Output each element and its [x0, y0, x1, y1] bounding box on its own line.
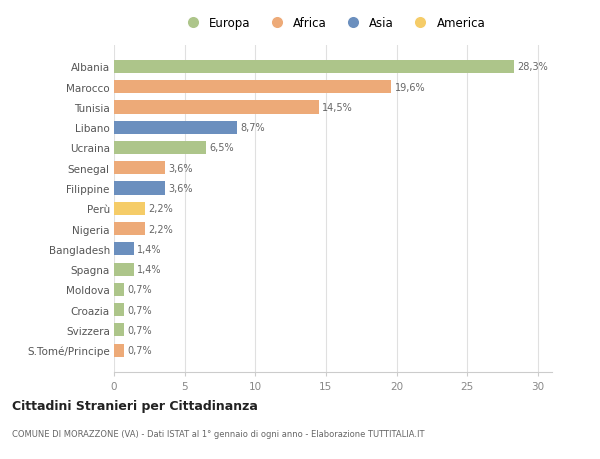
Text: 14,5%: 14,5% — [322, 103, 353, 113]
Bar — [114, 142, 206, 155]
Bar — [114, 344, 124, 357]
Text: 1,4%: 1,4% — [137, 244, 162, 254]
Text: 0,7%: 0,7% — [127, 346, 152, 355]
Text: 1,4%: 1,4% — [137, 264, 162, 274]
Text: 0,7%: 0,7% — [127, 305, 152, 315]
Text: 3,6%: 3,6% — [169, 184, 193, 194]
Bar — [114, 61, 514, 74]
Bar — [114, 223, 145, 235]
Bar — [114, 243, 134, 256]
Text: 19,6%: 19,6% — [394, 83, 425, 93]
Text: 6,5%: 6,5% — [209, 143, 234, 153]
Bar — [114, 263, 134, 276]
Bar — [114, 324, 124, 337]
Bar — [114, 182, 165, 195]
Text: 0,7%: 0,7% — [127, 285, 152, 295]
Bar — [114, 101, 319, 114]
Text: COMUNE DI MORAZZONE (VA) - Dati ISTAT al 1° gennaio di ogni anno - Elaborazione : COMUNE DI MORAZZONE (VA) - Dati ISTAT al… — [12, 429, 425, 438]
Text: 3,6%: 3,6% — [169, 163, 193, 174]
Bar — [114, 202, 145, 215]
Text: 2,2%: 2,2% — [149, 224, 173, 234]
Text: 28,3%: 28,3% — [517, 62, 548, 72]
Legend: Europa, Africa, Asia, America: Europa, Africa, Asia, America — [176, 13, 490, 35]
Bar — [114, 121, 237, 134]
Text: 8,7%: 8,7% — [241, 123, 265, 133]
Text: 2,2%: 2,2% — [149, 204, 173, 214]
Bar — [114, 303, 124, 317]
Bar — [114, 283, 124, 297]
Bar — [114, 162, 165, 175]
Text: Cittadini Stranieri per Cittadinanza: Cittadini Stranieri per Cittadinanza — [12, 399, 258, 412]
Text: 0,7%: 0,7% — [127, 325, 152, 335]
Bar — [114, 81, 391, 94]
